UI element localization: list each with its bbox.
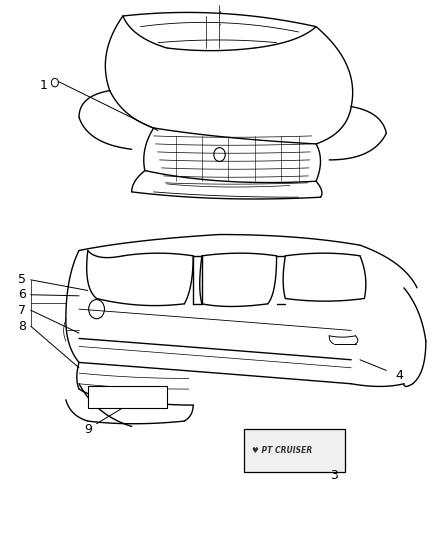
Text: 6: 6 <box>18 288 26 301</box>
Text: 8: 8 <box>18 320 26 333</box>
Text: 3: 3 <box>329 469 337 482</box>
Text: 5: 5 <box>18 273 26 286</box>
Text: 9: 9 <box>84 423 92 435</box>
FancyBboxPatch shape <box>243 429 344 472</box>
Text: 7: 7 <box>18 304 26 317</box>
Text: 1: 1 <box>40 79 48 92</box>
FancyBboxPatch shape <box>88 386 166 408</box>
Text: 4: 4 <box>395 369 403 382</box>
Text: ♥ PT CRUISER: ♥ PT CRUISER <box>252 446 312 455</box>
